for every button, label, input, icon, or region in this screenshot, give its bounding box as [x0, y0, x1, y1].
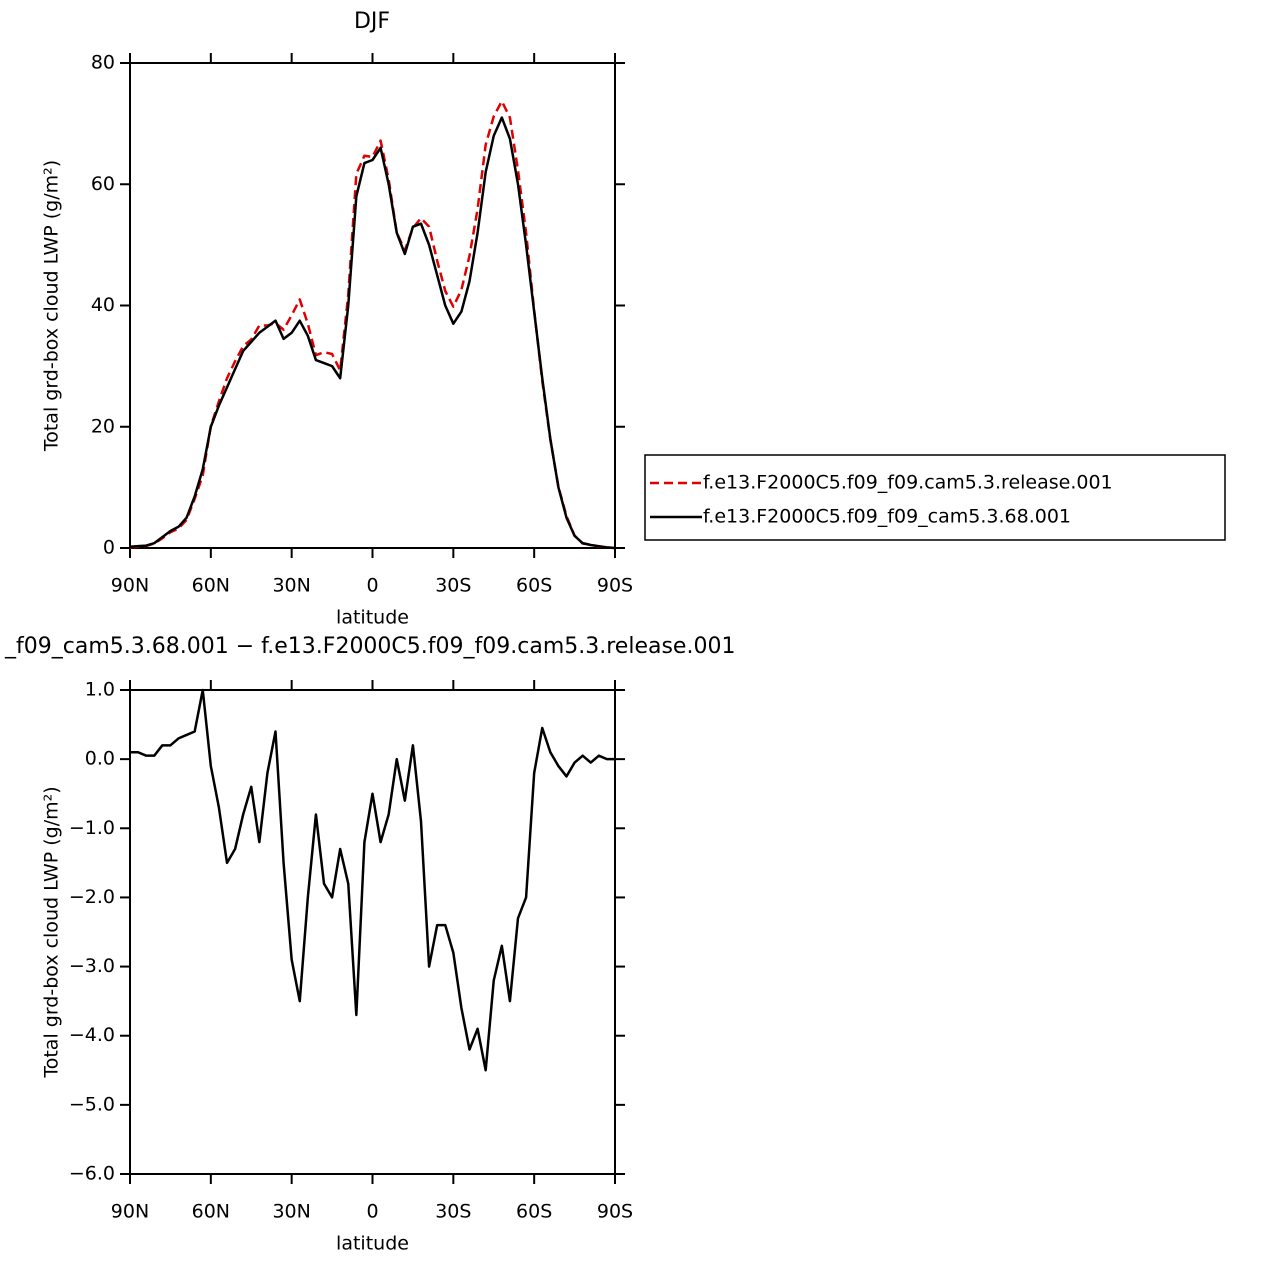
y-tick-label: 20: [91, 415, 115, 437]
x-tick-label: 60S: [516, 575, 552, 597]
legend-label: f.e13.F2000C5.f09_f09.cam5.3.release.001: [703, 472, 1113, 494]
x-tick-label: 60N: [192, 1201, 230, 1223]
y-tick-label: 40: [91, 294, 115, 316]
chart-title: _f09_cam5.3.68.001 − f.e13.F2000C5.f09_f…: [4, 634, 735, 659]
y-tick-label: 0.0: [85, 748, 115, 770]
x-axis-label: latitude: [336, 1233, 409, 1255]
x-tick-label: 60N: [192, 575, 230, 597]
data-line: [130, 688, 615, 1072]
plot-frame: [129, 62, 616, 549]
y-tick-label: −3.0: [69, 955, 115, 977]
y-axis-label: Total grd-box cloud LWP (g/m²): [41, 160, 63, 452]
legend-label: f.e13.F2000C5.f09_f09_cam5.3.68.001: [703, 506, 1071, 528]
x-axis-label: latitude: [336, 607, 409, 629]
y-tick-label: −4.0: [69, 1024, 115, 1046]
y-axis-label: Total grd-box cloud LWP (g/m²): [41, 786, 63, 1078]
x-tick-label: 90N: [111, 575, 149, 597]
x-tick-label: 90S: [597, 1201, 633, 1223]
x-tick-label: 0: [366, 575, 378, 597]
y-tick-label: 80: [91, 52, 115, 74]
legend-box: [644, 454, 1226, 541]
chart-title: DJF: [354, 9, 390, 34]
x-tick-label: 0: [366, 1201, 378, 1223]
y-tick-label: 0: [103, 537, 115, 559]
y-tick-label: 1.0: [85, 679, 115, 701]
y-tick-label: −1.0: [69, 817, 115, 839]
x-tick-label: 30N: [272, 575, 310, 597]
y-tick-label: 60: [91, 173, 115, 195]
x-tick-label: 30S: [435, 1201, 471, 1223]
data-line: [129, 116, 616, 550]
data-line: [129, 99, 616, 550]
x-tick-label: 90N: [111, 1201, 149, 1223]
x-tick-label: 30N: [272, 1201, 310, 1223]
x-tick-label: 60S: [516, 1201, 552, 1223]
x-tick-label: 90S: [597, 575, 633, 597]
y-tick-label: −5.0: [69, 1093, 115, 1115]
y-tick-label: −6.0: [69, 1163, 115, 1185]
plot-frame: [129, 689, 616, 1175]
x-tick-label: 30S: [435, 575, 471, 597]
y-tick-label: −2.0: [69, 886, 115, 908]
